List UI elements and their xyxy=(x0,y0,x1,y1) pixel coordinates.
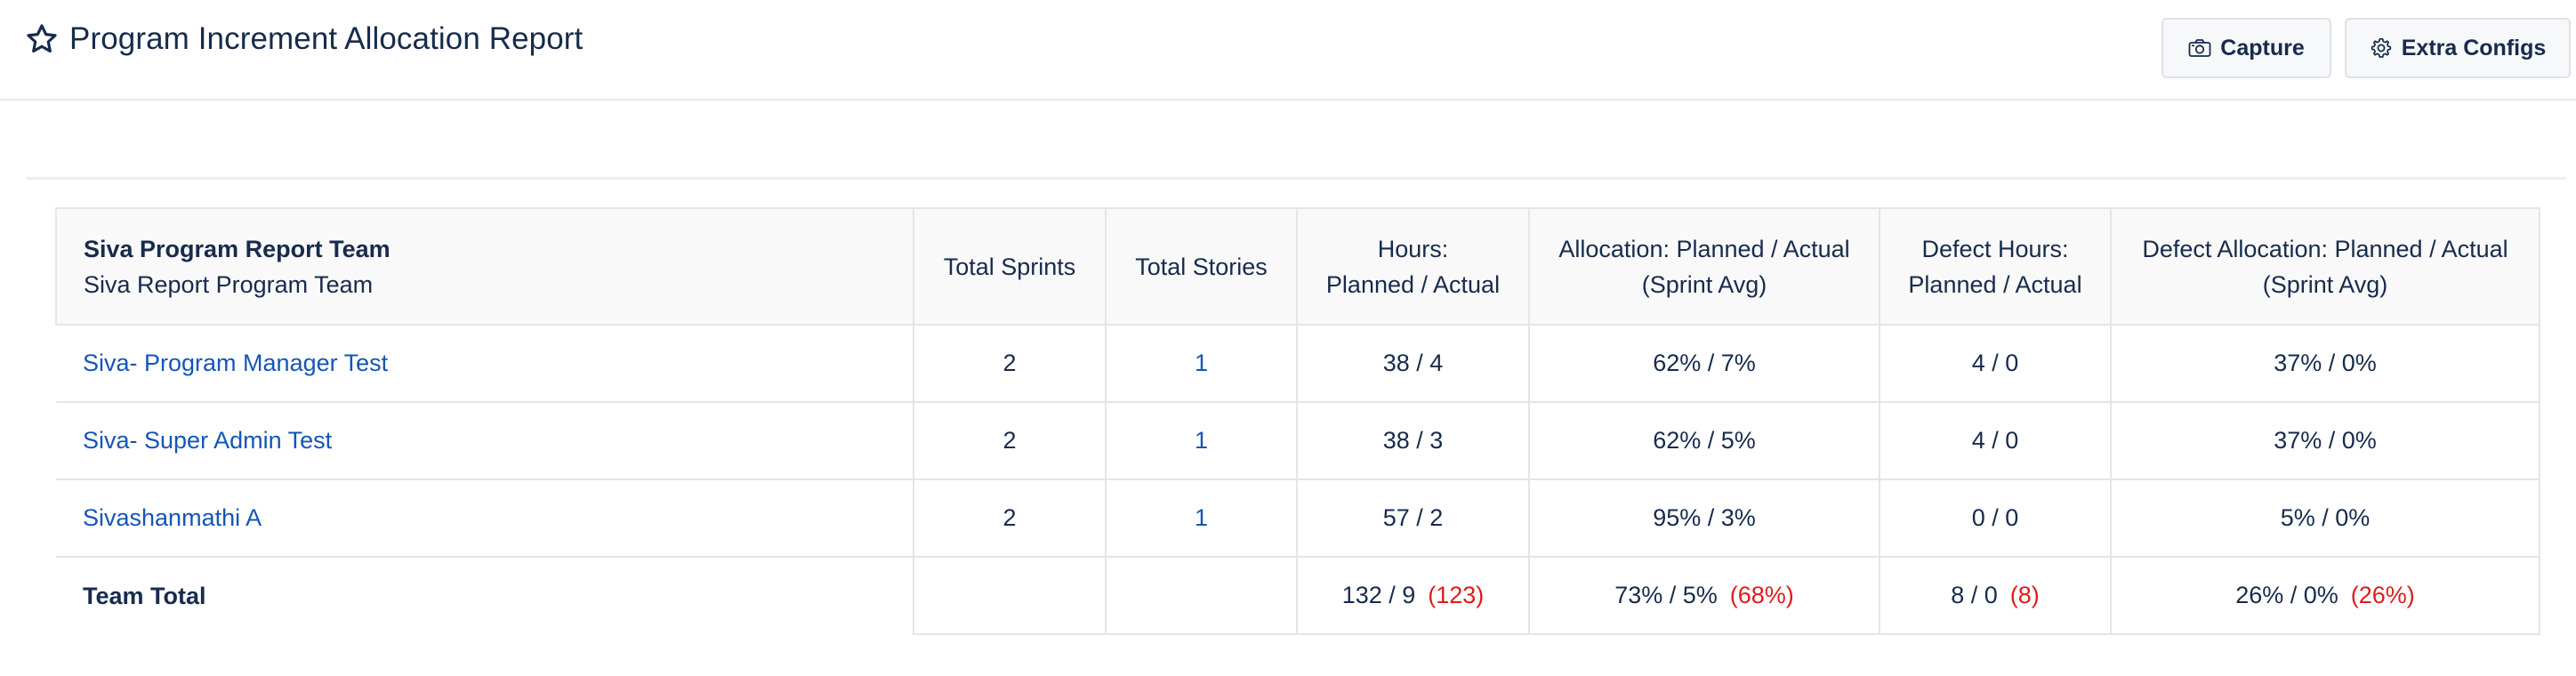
table-row: Siva- Program Manager Test 2 1 38 / 4 62… xyxy=(56,324,2540,403)
member-name-cell: Siva- Super Admin Test xyxy=(56,402,914,480)
member-link[interactable]: Siva- Program Manager Test xyxy=(83,350,389,376)
col-total-sprints-label: Total Sprints xyxy=(943,253,1076,280)
hours-cell: 38 / 4 xyxy=(1296,324,1530,403)
star-icon[interactable] xyxy=(25,22,59,56)
col-total-stories: Total Stories xyxy=(1105,207,1298,326)
team-name: Siva Program Report Team xyxy=(84,235,390,262)
col-total-sprints: Total Sprints xyxy=(913,207,1107,326)
table-row: Siva- Super Admin Test 2 1 38 / 3 62% / … xyxy=(56,401,2540,480)
total-sprints-cell xyxy=(913,556,1107,635)
section-divider xyxy=(27,177,2566,180)
col-defect-hours-label-1: Defect Hours: xyxy=(1921,235,2069,262)
member-name-cell: Siva- Program Manager Test xyxy=(56,325,914,403)
team-total-label: Team Total xyxy=(56,557,914,634)
stories-link[interactable]: 1 xyxy=(1194,504,1209,531)
title-area: Program Increment Allocation Report xyxy=(25,21,583,57)
allocation-total-value: 73% / 5% xyxy=(1614,582,1718,608)
gear-icon xyxy=(2370,36,2393,60)
defect-hours-total-diff: (8) xyxy=(2009,582,2040,608)
page-header: Program Increment Allocation Report Capt… xyxy=(0,0,2576,101)
col-allocation-label-2: (Sprint Avg) xyxy=(1641,270,1767,298)
col-defect-hours-label-2: Planned / Actual xyxy=(1908,270,2082,298)
hours-cell: 57 / 2 xyxy=(1296,479,1530,558)
page-title: Program Increment Allocation Report xyxy=(69,21,584,56)
total-sprints-cell: 2 xyxy=(913,401,1107,480)
defect-allocation-total-diff: (26%) xyxy=(2350,582,2415,608)
extra-configs-button[interactable]: Extra Configs xyxy=(2345,18,2571,78)
defect-allocation-cell: 5% / 0% xyxy=(2110,479,2540,558)
col-hours: Hours: Planned / Actual xyxy=(1296,207,1530,326)
hours-total-value: 132 / 9 xyxy=(1341,582,1416,608)
hours-cell: 38 / 3 xyxy=(1296,401,1530,480)
defect-hours-total-cell: 8 / 0 (8) xyxy=(1879,556,2112,635)
col-defect-hours: Defect Hours: Planned / Actual xyxy=(1879,207,2112,326)
total-stories-cell xyxy=(1105,556,1298,635)
defect-hours-total-value: 8 / 0 xyxy=(1951,582,1998,608)
allocation-cell: 62% / 5% xyxy=(1528,401,1880,480)
defect-hours-cell: 4 / 0 xyxy=(1879,324,2112,403)
team-subtitle: Siva Report Program Team xyxy=(84,270,374,298)
stories-link[interactable]: 1 xyxy=(1194,427,1209,454)
allocation-cell: 95% / 3% xyxy=(1528,479,1880,558)
defect-allocation-cell: 37% / 0% xyxy=(2110,324,2540,403)
capture-button[interactable]: Capture xyxy=(2161,18,2331,78)
total-stories-cell: 1 xyxy=(1105,401,1298,480)
allocation-cell: 62% / 7% xyxy=(1528,324,1880,403)
extra-configs-label: Extra Configs xyxy=(2401,35,2547,60)
col-defect-allocation-label-2: (Sprint Avg) xyxy=(2262,270,2388,298)
table-row: Sivashanmathi A 2 1 57 / 2 95% / 3% 0 / … xyxy=(56,479,2540,558)
col-defect-allocation: Defect Allocation: Planned / Actual (Spr… xyxy=(2110,207,2540,326)
team-total-row: Team Total 132 / 9 (123) 73% / 5% (68%) 8 … xyxy=(56,556,2540,635)
table-header-row: Siva Program Report Team Siva Report Pro… xyxy=(55,207,2540,326)
total-sprints-cell: 2 xyxy=(913,479,1107,558)
total-sprints-cell: 2 xyxy=(913,324,1107,403)
capture-label: Capture xyxy=(2220,35,2305,60)
defect-hours-cell: 4 / 0 xyxy=(1879,401,2112,480)
col-total-stories-label: Total Stories xyxy=(1135,253,1268,280)
allocation-total-cell: 73% / 5% (68%) xyxy=(1528,556,1880,635)
allocation-total-diff: (68%) xyxy=(1729,582,1794,608)
defect-allocation-total-cell: 26% / 0% (26%) xyxy=(2110,556,2540,635)
hours-total-cell: 132 / 9 (123) xyxy=(1296,556,1530,635)
defect-hours-cell: 0 / 0 xyxy=(1879,479,2112,558)
allocation-table: Siva Program Report Team Siva Report Pro… xyxy=(55,207,2540,635)
member-name-cell: Sivashanmathi A xyxy=(56,479,914,558)
camera-icon xyxy=(2188,38,2211,58)
member-link[interactable]: Siva- Super Admin Test xyxy=(83,427,333,454)
hours-total-diff: (123) xyxy=(1428,582,1485,608)
defect-allocation-total-value: 26% / 0% xyxy=(2235,582,2339,608)
member-link[interactable]: Sivashanmathi A xyxy=(83,504,262,531)
defect-allocation-cell: 37% / 0% xyxy=(2110,401,2540,480)
team-header-cell: Siva Program Report Team Siva Report Pro… xyxy=(55,207,914,326)
stories-link[interactable]: 1 xyxy=(1194,350,1209,376)
col-allocation-label-1: Allocation: Planned / Actual xyxy=(1558,235,1850,262)
total-stories-cell: 1 xyxy=(1105,324,1298,403)
col-hours-label-2: Planned / Actual xyxy=(1325,270,1501,298)
col-defect-allocation-label-1: Defect Allocation: Planned / Actual xyxy=(2142,235,2508,262)
col-allocation: Allocation: Planned / Actual (Sprint Avg… xyxy=(1528,207,1880,326)
total-stories-cell: 1 xyxy=(1105,479,1298,558)
col-hours-label-1: Hours: xyxy=(1377,235,1449,262)
